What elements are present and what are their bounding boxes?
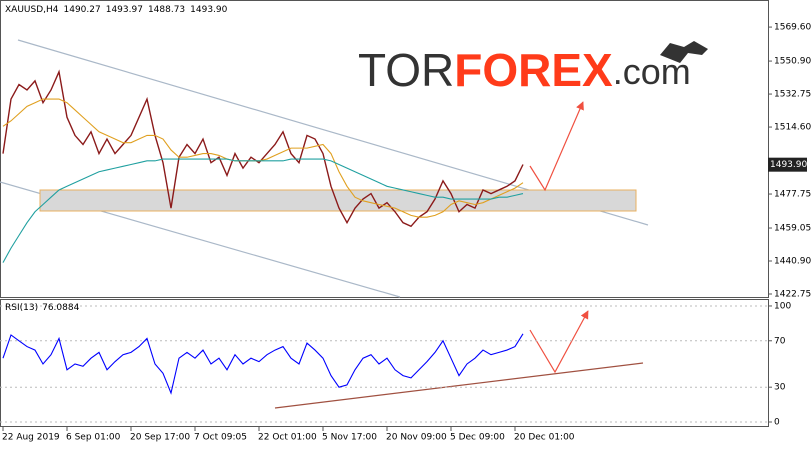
rsi-forecast-arrow bbox=[529, 310, 589, 374]
x-tick-label: 20 Dec 01:00 bbox=[514, 433, 575, 443]
indicator-part: 76.0884 bbox=[42, 303, 79, 313]
last-price-label: 1493.90 bbox=[770, 160, 807, 170]
x-tick-label: 5 Nov 17:00 bbox=[322, 433, 377, 443]
series-line bbox=[2, 98, 524, 218]
rsi-panel bbox=[0, 299, 769, 427]
x-tick-label: 20 Nov 09:00 bbox=[386, 433, 447, 443]
series-line bbox=[2, 69, 524, 228]
series-line bbox=[2, 158, 524, 263]
header-part: 1490.27 bbox=[64, 5, 101, 15]
header-part: 1488.73 bbox=[148, 5, 185, 15]
y-tick-label: 1550.90 bbox=[774, 57, 811, 67]
y-tick-label: 1477.75 bbox=[774, 190, 811, 200]
header-part: 1493.90 bbox=[190, 5, 227, 15]
rsi-trendline bbox=[274, 362, 644, 409]
x-tick-label: 22 Aug 2019 bbox=[2, 433, 60, 443]
logo: TORFOREX.com bbox=[358, 44, 691, 96]
x-tick-label: 6 Sep 01:00 bbox=[66, 433, 121, 443]
logo-bull bbox=[660, 41, 708, 63]
y-tick-label: 1569.60 bbox=[774, 23, 811, 33]
header: XAUUSD,H4 1490.27 1493.97 1488.73 1493.90 bbox=[5, 5, 228, 15]
series-line bbox=[2, 333, 524, 395]
y-tick-label: 1459.05 bbox=[774, 224, 811, 234]
y-tick-label: 1514.60 bbox=[774, 123, 811, 133]
y-tick-label: 30 bbox=[774, 383, 786, 393]
header-part: 1493.97 bbox=[106, 5, 143, 15]
price-panel bbox=[0, 0, 769, 298]
last-price-box bbox=[768, 157, 807, 172]
support-zone bbox=[39, 189, 637, 212]
y-tick-label: 1532.75 bbox=[774, 90, 811, 100]
y-tick-label: 0 bbox=[774, 418, 780, 428]
x-tick-label: 7 Oct 09:05 bbox=[194, 433, 247, 443]
x-tick-label: 20 Sep 17:00 bbox=[130, 433, 190, 443]
y-tick-label: 1422.75 bbox=[774, 290, 811, 300]
x-tick-label: 22 Oct 01:00 bbox=[258, 433, 317, 443]
x-tick-label: 5 Dec 09:00 bbox=[450, 433, 505, 443]
forecast-arrow bbox=[529, 101, 584, 192]
y-tick-label: 1440.90 bbox=[774, 257, 811, 267]
indicator-part: RSI(13) bbox=[5, 303, 38, 313]
header-part: XAUUSD,H4 bbox=[5, 5, 59, 15]
indicator-label: RSI(13) 76.0884 bbox=[5, 303, 80, 313]
y-tick-label: 70 bbox=[774, 336, 786, 346]
y-tick-label: 100 bbox=[774, 301, 791, 311]
